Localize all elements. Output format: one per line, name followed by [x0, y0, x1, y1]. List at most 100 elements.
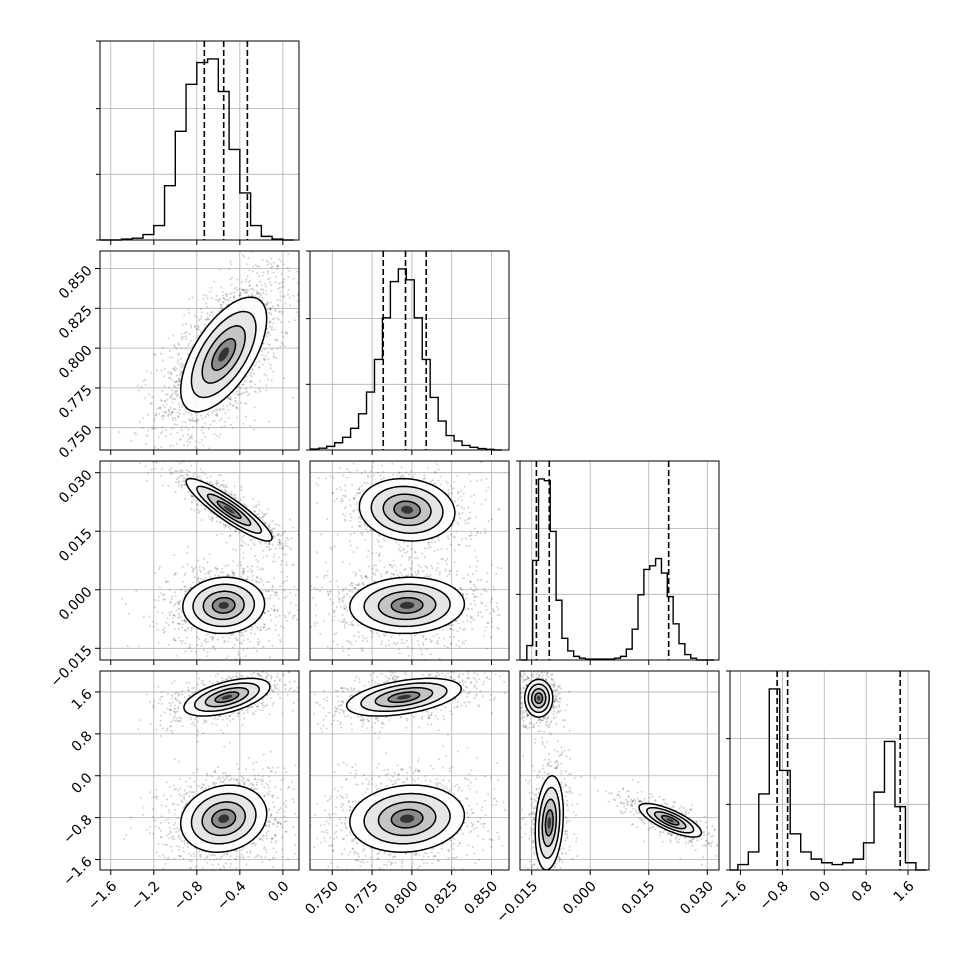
- sample-point: [470, 616, 473, 619]
- sample-point: [240, 544, 243, 547]
- sample-point: [273, 527, 276, 530]
- sample-point: [171, 472, 174, 475]
- sample-point: [232, 633, 235, 636]
- sample-point: [261, 516, 264, 518]
- density-fill: [218, 347, 230, 362]
- sample-point: [180, 362, 183, 365]
- sample-point: [256, 265, 259, 268]
- sample-point: [202, 444, 205, 447]
- sample-point: [167, 409, 170, 411]
- sample-point: [490, 617, 493, 620]
- sample-point: [276, 268, 279, 271]
- sample-point: [162, 414, 165, 417]
- sample-point: [477, 667, 479, 669]
- sample-point: [171, 444, 174, 447]
- sample-point: [154, 414, 156, 417]
- sample-point: [371, 567, 374, 570]
- sample-point: [282, 296, 285, 299]
- sample-point: [307, 559, 309, 561]
- sample-point: [357, 631, 360, 634]
- sample-point: [160, 369, 163, 372]
- sample-point: [169, 413, 172, 416]
- sample-point: [240, 401, 243, 404]
- sample-point: [485, 477, 488, 480]
- sample-point: [474, 596, 476, 599]
- sample-point: [348, 471, 351, 473]
- sample-point: [338, 601, 341, 604]
- sample-point: [246, 640, 248, 642]
- sample-point: [194, 566, 197, 569]
- sample-point: [279, 311, 282, 314]
- sample-point: [178, 378, 181, 381]
- sample-point: [272, 322, 275, 325]
- sample-point: [181, 639, 184, 642]
- sample-point: [213, 433, 216, 435]
- sample-point: [261, 296, 264, 299]
- sample-point: [250, 632, 252, 635]
- sample-point: [513, 591, 515, 593]
- sample-point: [259, 617, 262, 620]
- sample-point: [411, 647, 414, 650]
- sample-point: [362, 584, 365, 586]
- sample-point: [342, 512, 345, 515]
- sample-point: [263, 611, 266, 614]
- sample-point: [173, 344, 176, 347]
- sample-point: [242, 557, 245, 560]
- sample-point: [259, 234, 261, 236]
- density-contour: [182, 576, 266, 635]
- sample-point: [290, 537, 293, 540]
- sample-point: [264, 303, 267, 306]
- sample-point: [181, 406, 184, 408]
- sample-point: [438, 657, 441, 660]
- sample-point: [339, 605, 342, 608]
- sample-point: [256, 272, 258, 275]
- sample-point: [167, 337, 170, 340]
- sample-point: [484, 498, 487, 501]
- sample-point: [492, 585, 495, 588]
- sample-point: [344, 626, 346, 629]
- sample-point: [165, 393, 168, 396]
- sample-point: [230, 276, 233, 279]
- sample-point: [314, 454, 316, 456]
- sample-point: [347, 640, 350, 643]
- sample-point: [216, 567, 219, 570]
- sample-point: [341, 589, 344, 592]
- sample-point: [181, 474, 184, 477]
- sample-point: [195, 419, 197, 422]
- sample-point: [332, 602, 335, 605]
- sample-point: [163, 626, 166, 629]
- sample-point: [411, 561, 413, 564]
- sample-point: [268, 543, 271, 546]
- sample-point: [270, 289, 273, 292]
- sample-point: [414, 447, 416, 449]
- sample-point: [161, 359, 164, 362]
- sample-point: [223, 297, 226, 300]
- sample-point: [239, 641, 242, 644]
- sample-point: [149, 402, 152, 405]
- sample-point: [206, 640, 209, 643]
- sample-point: [391, 462, 394, 465]
- sample-point: [333, 545, 336, 548]
- sample-point: [214, 567, 217, 570]
- sample-point: [255, 391, 257, 394]
- panel-frame: [519, 460, 720, 661]
- sample-point: [230, 491, 233, 493]
- sample-point: [188, 441, 191, 444]
- sample-point: [172, 614, 175, 616]
- sample-point: [307, 637, 309, 639]
- sample-point: [421, 570, 424, 573]
- sample-point: [480, 593, 483, 596]
- sample-point: [248, 392, 251, 395]
- sample-point: [288, 546, 291, 549]
- sample-point: [330, 647, 333, 650]
- sample-point: [197, 559, 200, 562]
- sample-point: [248, 640, 251, 643]
- sample-point: [188, 298, 191, 301]
- sample-point: [227, 298, 230, 301]
- sample-point: [238, 532, 241, 535]
- sample-point: [437, 642, 439, 645]
- sample-point: [166, 398, 169, 401]
- sample-point: [211, 637, 214, 640]
- sample-point: [456, 630, 459, 633]
- sample-point: [270, 607, 273, 610]
